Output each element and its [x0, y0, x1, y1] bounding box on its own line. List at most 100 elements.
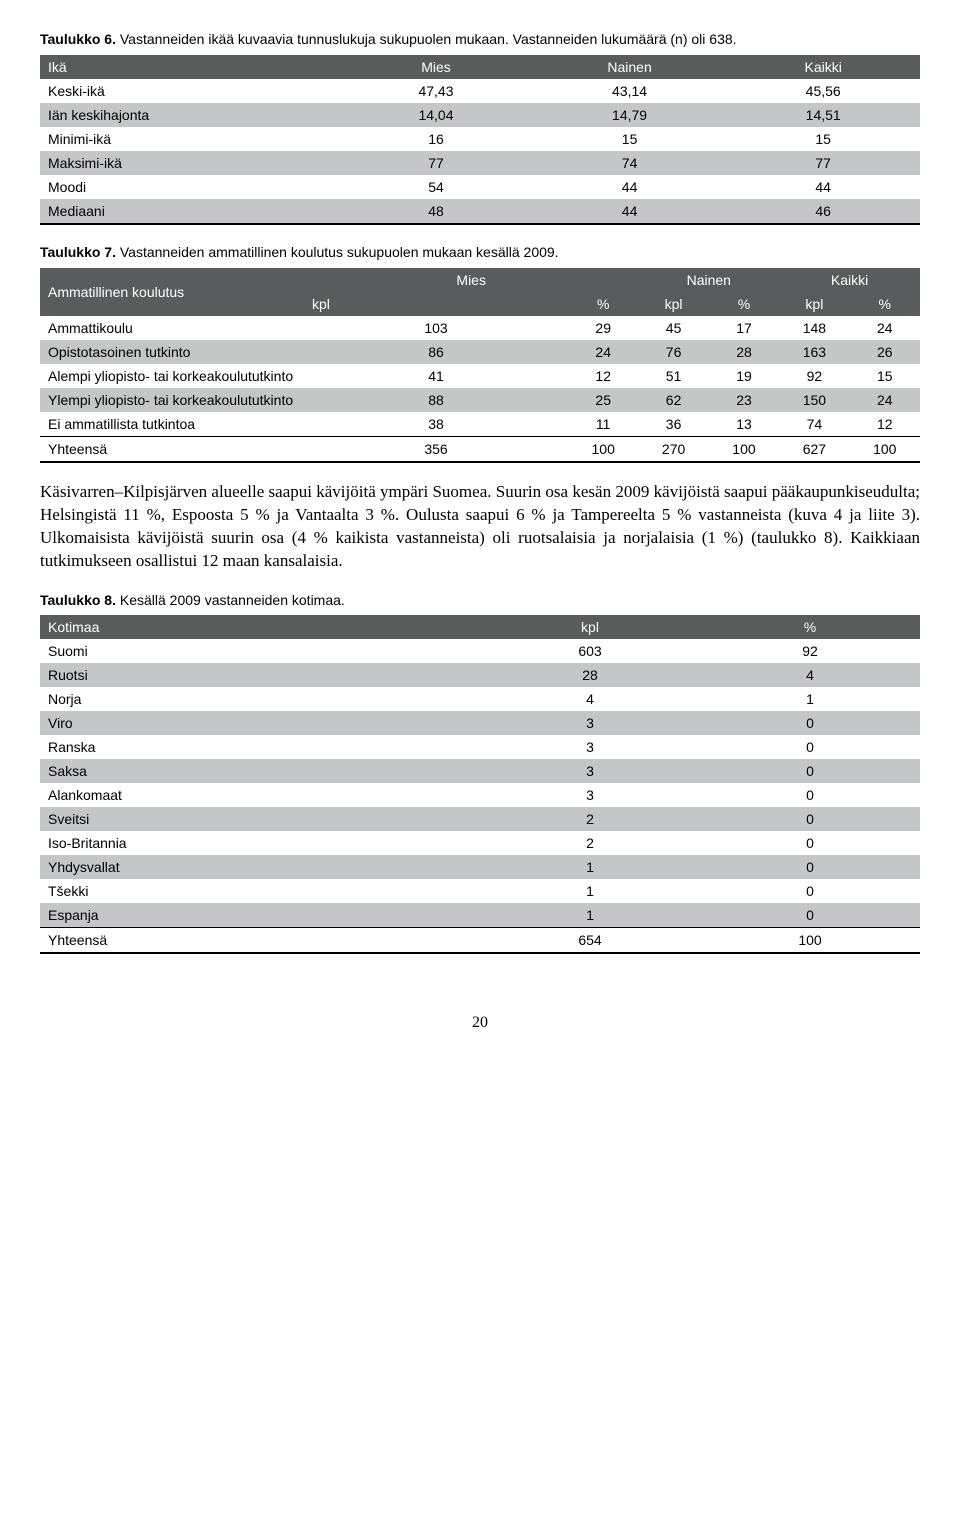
cell: 654 — [480, 928, 700, 954]
table-row: Ranska30 — [40, 735, 920, 759]
cell: 163 — [779, 340, 849, 364]
table-row: Iso-Britannia20 — [40, 831, 920, 855]
table7-caption-rest: Vastanneiden ammatillinen koulutus sukup… — [116, 244, 559, 260]
cell: 25 — [568, 388, 638, 412]
table7-group-2: Kaikki — [779, 268, 920, 292]
row-label: Yhdysvallat — [40, 855, 480, 879]
cell: 14,51 — [726, 103, 920, 127]
cell: 356 — [304, 436, 568, 462]
table8-col-1: kpl — [480, 615, 700, 639]
row-label: Ammattikoulu — [40, 316, 304, 340]
table6-col-3: Kaikki — [726, 55, 920, 79]
cell: 100 — [850, 436, 920, 462]
table8-col-2: % — [700, 615, 920, 639]
table6-caption-rest: Vastanneiden ikää kuvaavia tunnuslukuja … — [116, 31, 737, 47]
row-label: Minimi-ikä — [40, 127, 339, 151]
row-label: Viro — [40, 711, 480, 735]
cell: 36 — [638, 412, 708, 437]
cell: 100 — [709, 436, 779, 462]
cell: 0 — [700, 855, 920, 879]
table-row: Keski-ikä47,4343,1445,56 — [40, 79, 920, 103]
cell: 15 — [726, 127, 920, 151]
cell: 45,56 — [726, 79, 920, 103]
table7-sub-1: % — [568, 292, 638, 316]
cell: 11 — [568, 412, 638, 437]
cell: 74 — [533, 151, 727, 175]
cell: 47,43 — [339, 79, 533, 103]
table8: Kotimaa kpl % Suomi60392Ruotsi284Norja41… — [40, 615, 920, 954]
cell: 1 — [480, 903, 700, 928]
cell: 627 — [779, 436, 849, 462]
table7-group-0: Mies — [304, 268, 638, 292]
table-row: Minimi-ikä161515 — [40, 127, 920, 151]
cell: 92 — [779, 364, 849, 388]
cell: 44 — [533, 175, 727, 199]
table-row: Alankomaat30 — [40, 783, 920, 807]
cell: 603 — [480, 639, 700, 663]
cell: 77 — [339, 151, 533, 175]
cell: 76 — [638, 340, 708, 364]
table6-col-0: Ikä — [40, 55, 339, 79]
cell: 23 — [709, 388, 779, 412]
row-label: Espanja — [40, 903, 480, 928]
table6-caption-bold: Taulukko 6. — [40, 31, 116, 47]
table7-header-row-1: Ammatillinen koulutus Mies Nainen Kaikki — [40, 268, 920, 292]
cell: 17 — [709, 316, 779, 340]
cell: 48 — [339, 199, 533, 224]
cell: 86 — [304, 340, 568, 364]
page-number: 20 — [40, 1014, 920, 1032]
table6: Ikä Mies Nainen Kaikki Keski-ikä47,4343,… — [40, 55, 920, 225]
row-label: Ruotsi — [40, 663, 480, 687]
cell: 0 — [700, 807, 920, 831]
body-paragraph: Käsivarren–Kilpisjärven alueelle saapui … — [40, 481, 920, 573]
table8-col-0: Kotimaa — [40, 615, 480, 639]
cell: 2 — [480, 831, 700, 855]
table7-caption: Taulukko 7. Vastanneiden ammatillinen ko… — [40, 243, 920, 262]
table7: Ammatillinen koulutus Mies Nainen Kaikki… — [40, 268, 920, 463]
cell: 3 — [480, 759, 700, 783]
cell: 1 — [480, 879, 700, 903]
cell: 3 — [480, 783, 700, 807]
table-row: Saksa30 — [40, 759, 920, 783]
row-label: Maksimi-ikä — [40, 151, 339, 175]
table8-header-row: Kotimaa kpl % — [40, 615, 920, 639]
table-row: Opistotasoinen tutkinto8624762816326 — [40, 340, 920, 364]
row-label: Iso-Britannia — [40, 831, 480, 855]
cell: 1 — [700, 687, 920, 711]
cell: 270 — [638, 436, 708, 462]
row-label: Moodi — [40, 175, 339, 199]
row-label: Suomi — [40, 639, 480, 663]
table7-caption-bold: Taulukko 7. — [40, 244, 116, 260]
cell: 24 — [568, 340, 638, 364]
total-label: Yhteensä — [40, 928, 480, 954]
table-row: Tšekki10 — [40, 879, 920, 903]
cell: 88 — [304, 388, 568, 412]
row-label: Ei ammatillista tutkintoa — [40, 412, 304, 437]
row-label: Norja — [40, 687, 480, 711]
table-row: Ammattikoulu10329451714824 — [40, 316, 920, 340]
cell: 1 — [480, 855, 700, 879]
table-row: Norja41 — [40, 687, 920, 711]
table-row: Mediaani484446 — [40, 199, 920, 224]
cell: 0 — [700, 903, 920, 928]
cell: 12 — [568, 364, 638, 388]
table-row: Viro30 — [40, 711, 920, 735]
cell: 74 — [779, 412, 849, 437]
cell: 29 — [568, 316, 638, 340]
cell: 62 — [638, 388, 708, 412]
cell: 148 — [779, 316, 849, 340]
row-label: Ranska — [40, 735, 480, 759]
table-row: Alempi yliopisto- tai korkeakoulututkint… — [40, 364, 920, 388]
cell: 2 — [480, 807, 700, 831]
table-row: Sveitsi20 — [40, 807, 920, 831]
row-label: Mediaani — [40, 199, 339, 224]
row-label: Alankomaat — [40, 783, 480, 807]
cell: 19 — [709, 364, 779, 388]
table6-col-2: Nainen — [533, 55, 727, 79]
table-row: Ylempi yliopisto- tai korkeakoulututkint… — [40, 388, 920, 412]
cell: 24 — [850, 316, 920, 340]
cell: 14,04 — [339, 103, 533, 127]
cell: 13 — [709, 412, 779, 437]
row-label: Saksa — [40, 759, 480, 783]
cell: 38 — [304, 412, 568, 437]
